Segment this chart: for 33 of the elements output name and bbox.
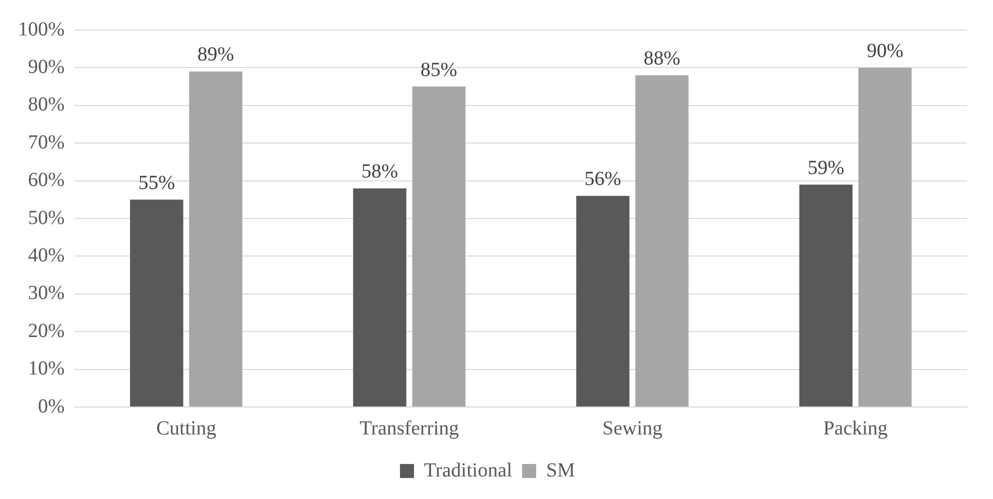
x-tick-label: Packing — [823, 417, 888, 440]
x-tick-label: Transferring — [360, 417, 459, 440]
data-label: 89% — [197, 44, 234, 66]
data-label: 88% — [644, 47, 680, 70]
y-tick-label: 20% — [28, 320, 65, 342]
legend-label: Traditional — [424, 459, 513, 482]
y-tick-label: 60% — [28, 169, 65, 192]
bar — [576, 196, 630, 406]
y-tick-label: 80% — [28, 94, 65, 116]
data-label: 55% — [138, 172, 175, 194]
bar — [412, 86, 466, 406]
y-tick-label: 90% — [28, 56, 65, 78]
bar — [130, 200, 184, 406]
legend-label: SM — [546, 459, 576, 482]
bar — [635, 75, 689, 406]
y-tick-label: 100% — [18, 18, 65, 40]
data-label: 85% — [420, 58, 458, 81]
data-label: 56% — [584, 168, 622, 190]
y-tick-label: 40% — [28, 244, 65, 266]
data-label: 90% — [866, 40, 904, 62]
y-tick-label: 30% — [28, 282, 65, 304]
x-tick-label: Sewing — [602, 417, 662, 440]
y-tick-label: 10% — [28, 358, 65, 380]
bar — [189, 71, 242, 406]
data-label: 59% — [808, 156, 844, 179]
bar — [799, 184, 852, 406]
x-tick-label: Cutting — [156, 417, 216, 440]
bar — [858, 68, 912, 406]
y-tick-label: 70% — [28, 131, 65, 154]
data-label: 58% — [361, 160, 398, 183]
bar — [353, 188, 406, 406]
y-tick-label: 50% — [28, 206, 65, 229]
y-tick-label: 0% — [38, 395, 65, 418]
